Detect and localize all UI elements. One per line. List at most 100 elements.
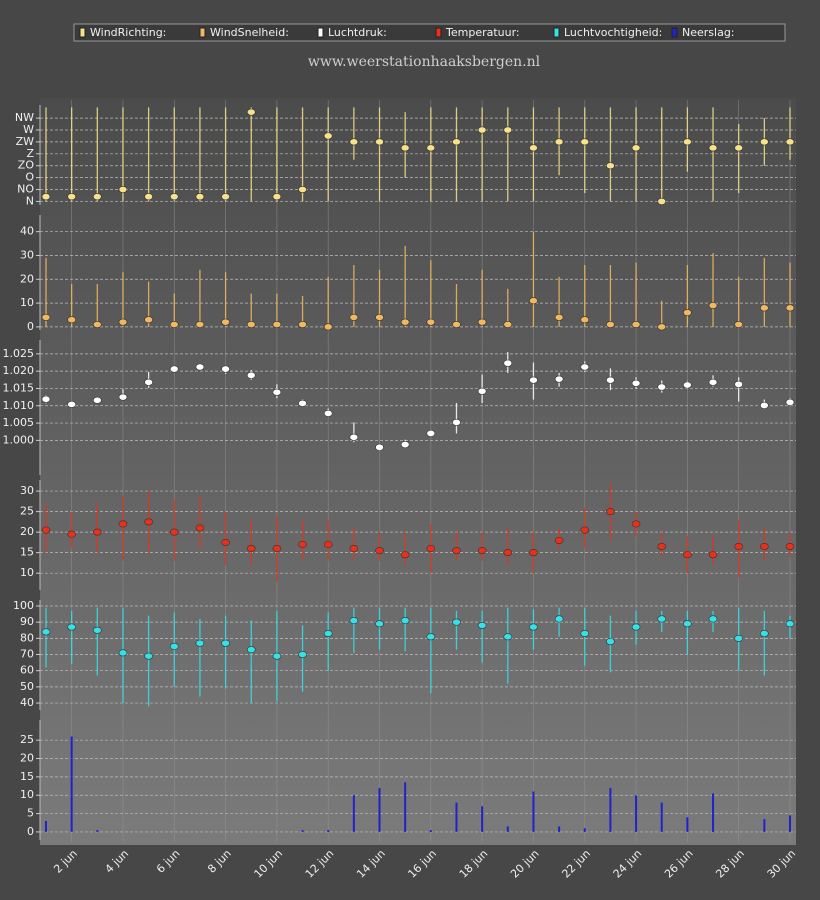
data-point bbox=[657, 197, 667, 205]
y-tick-label: 1.015 bbox=[3, 381, 35, 394]
legend-box bbox=[73, 23, 786, 42]
data-point bbox=[323, 409, 333, 417]
y-tick-label: 50 bbox=[20, 680, 34, 693]
data-point bbox=[195, 363, 205, 371]
data-point bbox=[708, 144, 718, 152]
data-point bbox=[41, 526, 51, 534]
data-point bbox=[169, 193, 179, 201]
data-point bbox=[41, 193, 51, 201]
data-point bbox=[246, 108, 256, 116]
y-tick-label: Z bbox=[26, 147, 34, 160]
data-point bbox=[503, 359, 513, 367]
y-tick-label: 10 bbox=[20, 566, 34, 579]
data-point bbox=[734, 542, 743, 550]
data-point bbox=[221, 365, 230, 373]
data-point bbox=[631, 144, 641, 152]
bar bbox=[609, 787, 612, 832]
data-point bbox=[477, 547, 487, 555]
data-point bbox=[93, 396, 102, 404]
legend-label: Luchtdruk: bbox=[328, 26, 387, 39]
data-point bbox=[323, 629, 333, 637]
y-tick-label: 25 bbox=[20, 733, 34, 746]
data-point bbox=[93, 193, 102, 201]
data-point bbox=[67, 530, 76, 538]
bar bbox=[301, 830, 304, 832]
data-point bbox=[452, 618, 461, 626]
data-point bbox=[477, 621, 487, 629]
y-tick-label: 25 bbox=[20, 505, 34, 518]
data-point bbox=[785, 620, 795, 628]
y-tick-label: 0 bbox=[27, 825, 34, 838]
plot-area bbox=[40, 98, 796, 845]
bar bbox=[481, 806, 484, 832]
data-point bbox=[67, 623, 76, 631]
data-point bbox=[298, 540, 307, 548]
data-point bbox=[298, 399, 307, 407]
data-point bbox=[606, 376, 615, 384]
data-point bbox=[246, 646, 256, 654]
y-tick-label: 20 bbox=[20, 525, 34, 538]
data-point bbox=[426, 633, 436, 641]
data-point bbox=[67, 400, 76, 408]
data-point bbox=[452, 547, 461, 555]
y-tick-label: 1.000 bbox=[3, 433, 35, 446]
data-point bbox=[375, 138, 384, 146]
data-point bbox=[400, 617, 410, 625]
data-point bbox=[144, 193, 153, 201]
data-point bbox=[246, 371, 256, 379]
data-point bbox=[298, 186, 307, 194]
data-point bbox=[452, 418, 461, 426]
y-tick-label: 1.010 bbox=[3, 399, 35, 412]
bar bbox=[789, 815, 791, 832]
y-tick-label: 15 bbox=[20, 770, 34, 783]
data-point bbox=[785, 138, 795, 146]
data-point bbox=[41, 628, 51, 636]
legend-swatch bbox=[435, 27, 442, 38]
bar bbox=[378, 787, 381, 832]
data-point bbox=[349, 313, 359, 321]
y-tick-label: O bbox=[25, 171, 34, 184]
data-point bbox=[323, 540, 333, 548]
y-tick-label: 1.020 bbox=[3, 364, 35, 377]
data-point bbox=[631, 321, 641, 329]
data-point bbox=[118, 520, 128, 528]
data-point bbox=[554, 313, 564, 321]
data-point bbox=[400, 144, 410, 152]
data-point bbox=[631, 623, 641, 631]
data-point bbox=[118, 318, 128, 326]
data-point bbox=[529, 144, 538, 152]
data-point bbox=[272, 321, 282, 329]
data-point bbox=[580, 363, 590, 371]
legend-swatch bbox=[671, 27, 678, 38]
data-point bbox=[349, 545, 359, 553]
y-tick-label: NW bbox=[15, 111, 34, 124]
data-point bbox=[734, 144, 743, 152]
bar bbox=[352, 795, 355, 832]
data-point bbox=[426, 144, 436, 152]
data-point bbox=[657, 383, 667, 391]
data-point bbox=[760, 304, 769, 312]
data-point bbox=[93, 626, 102, 634]
data-point bbox=[529, 376, 538, 384]
data-point bbox=[554, 536, 564, 544]
bar bbox=[429, 830, 432, 832]
data-point bbox=[760, 542, 769, 550]
data-point bbox=[195, 524, 205, 532]
data-point bbox=[503, 633, 513, 641]
data-point bbox=[785, 304, 795, 312]
data-point bbox=[375, 443, 384, 451]
data-point bbox=[657, 615, 667, 623]
data-point bbox=[734, 380, 743, 388]
y-tick-label: N bbox=[26, 194, 34, 207]
data-point bbox=[221, 538, 230, 546]
y-tick-label: 80 bbox=[20, 631, 34, 644]
y-tick-label: NO bbox=[17, 183, 34, 196]
data-point bbox=[144, 518, 153, 526]
data-point bbox=[246, 321, 256, 329]
data-point bbox=[631, 520, 641, 528]
data-point bbox=[246, 545, 256, 553]
data-point bbox=[657, 542, 667, 550]
data-point bbox=[760, 629, 769, 637]
data-point bbox=[298, 651, 307, 659]
data-point bbox=[503, 126, 513, 134]
